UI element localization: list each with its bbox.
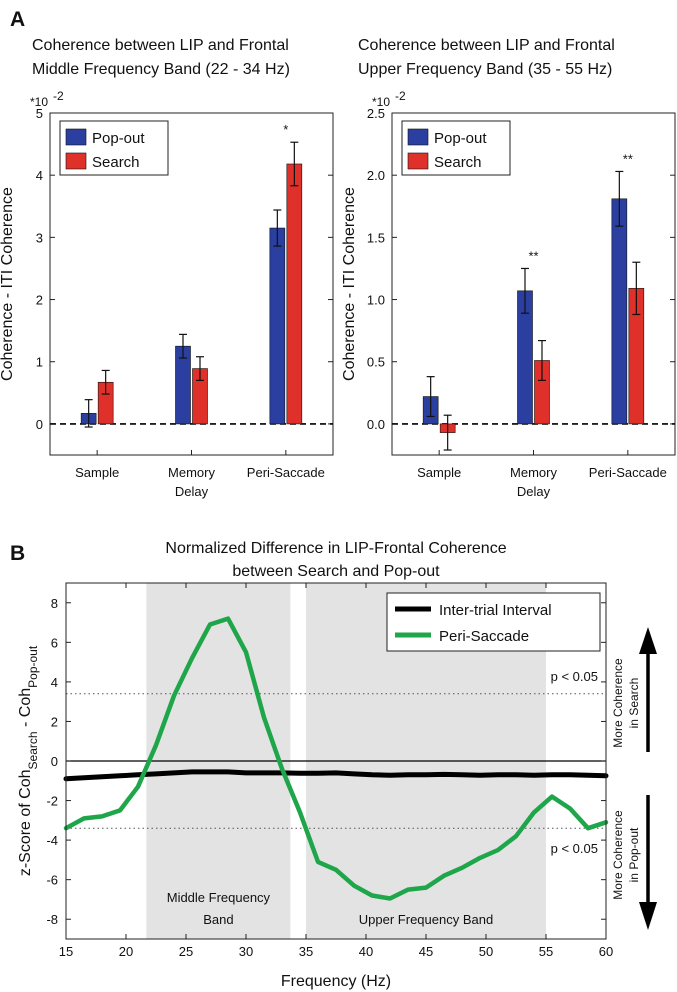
y-tick-label: 0.5 (367, 355, 385, 370)
y-scale-exponent-power: -2 (395, 89, 406, 103)
y-label-sub-popout: Pop-out (26, 645, 40, 688)
y-axis-label: Coherence - ITI Coherence (0, 187, 16, 381)
legend-entry: Inter-trial Interval (439, 602, 552, 619)
chart-a2-upper-band: Coherence between LIP and Frontal Upper F… (341, 37, 676, 499)
significance-marker: ** (528, 248, 538, 263)
x-tick-label: 50 (479, 944, 493, 959)
y-tick-label: 2 (51, 714, 58, 729)
direction-annotation: in Pop-out (627, 827, 641, 882)
x-tick-label: 40 (359, 944, 373, 959)
y-tick-label: 0.0 (367, 417, 385, 432)
chart-title-line: Normalized Difference in LIP-Frontal Coh… (165, 540, 506, 557)
legend-swatch (65, 128, 87, 146)
bar-search (286, 163, 303, 425)
x-tick-label: 55 (539, 944, 553, 959)
chart-title-line: Coherence between LIP and Frontal (32, 37, 289, 54)
x-category-label: Memory (168, 465, 215, 480)
arrow-up-head (639, 627, 657, 654)
y-tick-label: 2 (36, 293, 43, 308)
y-scale-exponent: *10 (30, 95, 48, 109)
legend-swatch (407, 128, 429, 146)
direction-annotation: More Coherence (611, 810, 625, 900)
y-tick-label: 1.5 (367, 230, 385, 245)
band-label: Band (203, 912, 233, 927)
legend-entry: Pop-out (92, 130, 145, 147)
chart-title-line: Upper Frequency Band (35 - 55 Hz) (358, 61, 612, 78)
legend-entry: Pop-out (434, 130, 487, 147)
y-tick-label: 0 (36, 417, 43, 432)
chart-b-zscore: Normalized Difference in LIP-Frontal Coh… (17, 540, 657, 990)
x-tick-label: 15 (59, 944, 73, 959)
y-scale-exponent-power: -2 (53, 89, 64, 103)
x-category-label: Sample (417, 465, 461, 480)
y-tick-label: 0 (51, 754, 58, 769)
y-tick-label: 8 (51, 596, 58, 611)
band-label: Upper Frequency Band (359, 912, 493, 927)
band-label: Middle Frequency (167, 890, 271, 905)
legend-entry: Search (434, 154, 482, 171)
series-line-inter-trial-interval (63, 769, 609, 782)
x-category-label: Memory (510, 465, 557, 480)
y-tick-label: 4 (51, 675, 58, 690)
y-tick-label: 5 (36, 106, 43, 121)
chart-a1-middle-band: Coherence between LIP and Frontal Middle … (0, 37, 334, 499)
x-tick-label: 60 (599, 944, 613, 959)
legend-entry: Peri-Saccade (439, 628, 529, 645)
legend-entry: Search (92, 154, 140, 171)
threshold-label-upper: p < 0.05 (551, 669, 598, 684)
legend-swatch (65, 152, 87, 170)
y-tick-label: -2 (46, 794, 58, 809)
chart-title-line: Middle Frequency Band (22 - 34 Hz) (32, 61, 290, 78)
y-tick-label: 3 (36, 230, 43, 245)
panel-b-letter: B (10, 542, 25, 565)
y-label-mid: - Coh (17, 688, 34, 732)
y-tick-label: 2.0 (367, 168, 385, 183)
x-category-label: Peri-Saccade (589, 465, 667, 480)
y-tick-label: 1 (36, 355, 43, 370)
y-label-prefix: z-Score of Coh (17, 769, 34, 876)
y-tick-label: 6 (51, 635, 58, 650)
direction-annotation: in Search (627, 678, 641, 729)
panel-a-letter: A (10, 8, 25, 31)
series-line-peri-saccade (63, 616, 609, 901)
y-label-sub-search: Search (26, 731, 40, 769)
y-tick-label: 4 (36, 168, 43, 183)
y-tick-label: 1.0 (367, 293, 385, 308)
x-category-label: Delay (175, 484, 209, 499)
x-tick-label: 20 (119, 944, 133, 959)
x-tick-label: 25 (179, 944, 193, 959)
x-category-label: Delay (517, 484, 551, 499)
arrow-down-head (639, 902, 657, 930)
significance-marker: * (283, 122, 288, 137)
x-tick-label: 35 (299, 944, 313, 959)
x-axis-label: Frequency (Hz) (281, 973, 391, 990)
y-tick-label: 2.5 (367, 106, 385, 121)
x-category-label: Sample (75, 465, 119, 480)
x-tick-label: 45 (419, 944, 433, 959)
chart-title-line: between Search and Pop-out (232, 563, 440, 580)
y-scale-exponent: *10 (372, 95, 390, 109)
legend-box (386, 592, 601, 652)
y-axis-label: z-Score of CohSearch - CohPop-out (17, 645, 40, 876)
y-tick-label: -4 (46, 833, 58, 848)
y-axis-label: Coherence - ITI Coherence (341, 187, 358, 381)
x-category-label: Peri-Saccade (247, 465, 325, 480)
y-tick-label: -6 (46, 873, 58, 888)
bar-pop-out (611, 198, 628, 425)
x-tick-label: 30 (239, 944, 253, 959)
legend-swatch (407, 152, 429, 170)
bar-pop-out (269, 227, 286, 425)
chart-title-line: Coherence between LIP and Frontal (358, 37, 615, 54)
y-tick-label: -8 (46, 912, 58, 927)
threshold-label-lower: p < 0.05 (551, 841, 598, 856)
significance-marker: ** (623, 151, 633, 166)
direction-annotation: More Coherence (611, 658, 625, 748)
